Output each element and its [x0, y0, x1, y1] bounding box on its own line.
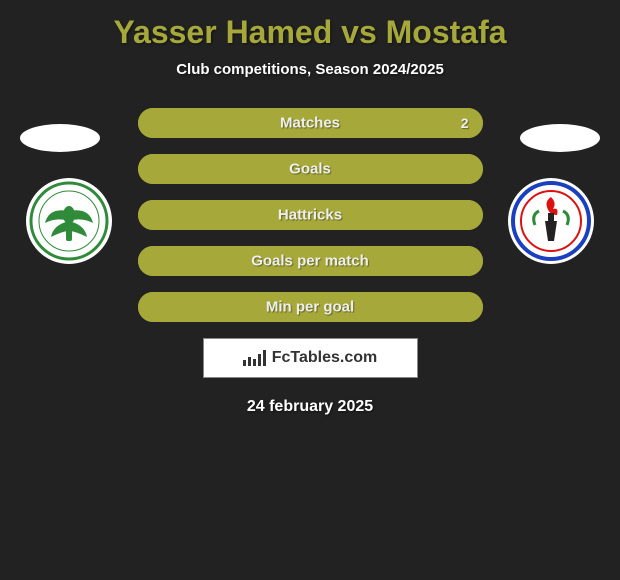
brand-chart-icon: [243, 350, 266, 366]
player-avatar-left: [20, 124, 100, 152]
player-avatar-right: [520, 124, 600, 152]
stat-bar-fill-left: [138, 292, 483, 322]
stats-container: Matches2 Goals Hattricks Goals per match Min…: [138, 108, 483, 322]
stat-row: Hattricks: [138, 200, 483, 230]
stat-row: Min per goal: [138, 292, 483, 322]
brand-chart-bar: [263, 350, 266, 366]
brand-box[interactable]: FcTables.com: [203, 338, 418, 378]
stat-row: Goals per match: [138, 246, 483, 276]
stat-bar-fill-left: [138, 246, 483, 276]
stat-bar-fill-left: [138, 200, 483, 230]
stat-row: Matches2: [138, 108, 483, 138]
date-label: 24 february 2025: [0, 398, 620, 416]
stat-bar-fill-left: [138, 154, 483, 184]
brand-chart-bar: [258, 354, 261, 366]
club-badge-right: [508, 178, 594, 264]
stat-row: Goals: [138, 154, 483, 184]
subtitle: Club competitions, Season 2024/2025: [0, 61, 620, 78]
club-badge-left: [26, 178, 112, 264]
brand-chart-bar: [248, 357, 251, 366]
stat-bar-fill-right: [138, 108, 483, 138]
brand-chart-bar: [253, 359, 256, 366]
page-title: Yasser Hamed vs Mostafa: [0, 0, 620, 51]
stat-value-right: 2: [461, 115, 469, 131]
brand-chart-bar: [243, 360, 246, 366]
brand-text: FcTables.com: [272, 349, 378, 367]
club-logo-right-icon: [511, 181, 591, 261]
club-logo-left-icon: [29, 181, 109, 261]
